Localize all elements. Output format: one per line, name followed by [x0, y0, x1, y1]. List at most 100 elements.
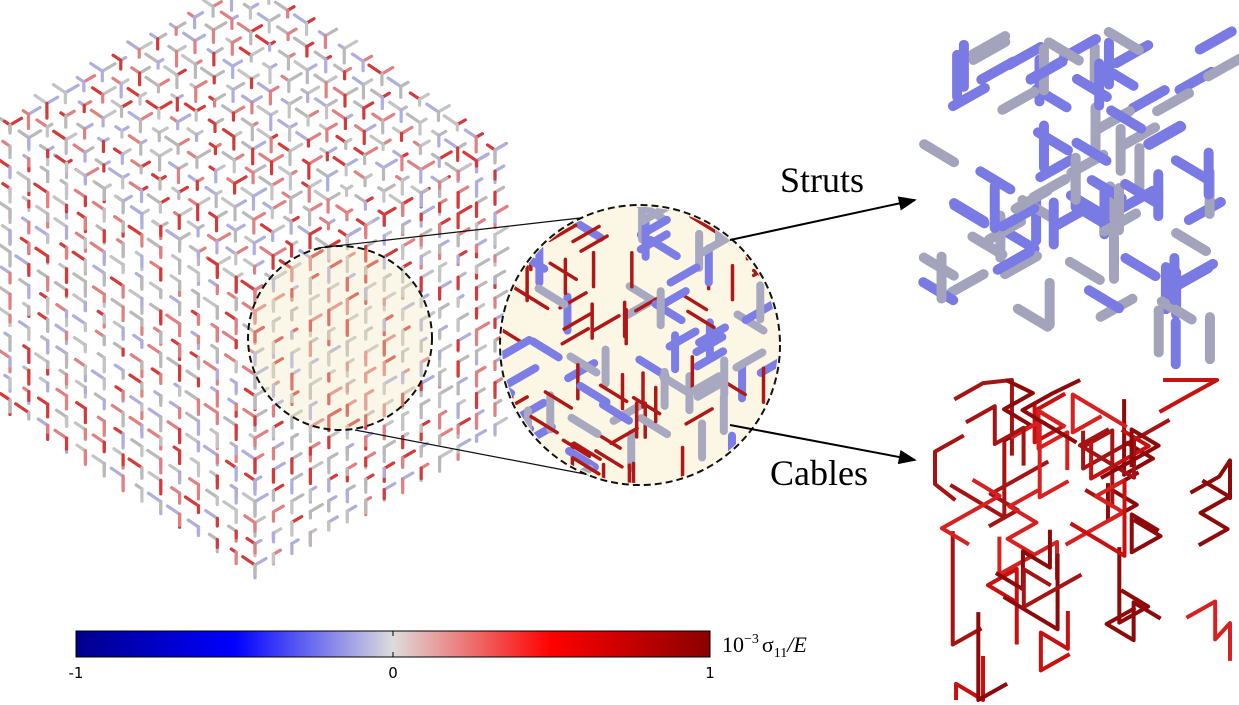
cables-view: [935, 380, 1230, 700]
lattice-member: [289, 74, 301, 81]
lattice-member: [477, 198, 487, 204]
lattice-member: [495, 144, 505, 150]
lattice-member: [373, 114, 383, 121]
lattice-member: [477, 282, 487, 288]
lattice-member: [139, 43, 151, 50]
lattice-member: [318, 170, 328, 177]
lattice-member: [65, 85, 78, 92]
strut: [981, 62, 1013, 80]
lattice-member: [316, 99, 327, 106]
cable: [1159, 380, 1217, 412]
lattice-member: [223, 332, 236, 341]
lattice-member: [75, 359, 85, 366]
lattice-member: [458, 206, 471, 213]
lattice-member: [111, 257, 123, 265]
lattice-member: [111, 468, 123, 476]
lattice-member: [20, 280, 29, 286]
lattice-member: [131, 355, 142, 362]
lattice-member: [178, 139, 188, 145]
lattice-member: [255, 431, 267, 438]
figure: Struts Cables -101 10−3σ11/E: [0, 0, 1239, 705]
lattice-member: [325, 29, 336, 36]
cable: [616, 189, 642, 205]
lattice-member: [292, 517, 302, 523]
lattice-member: [197, 151, 210, 158]
cable: [1186, 602, 1230, 661]
lattice-member: [242, 281, 255, 290]
lattice-member: [315, 52, 326, 59]
lattice-member: [279, 51, 288, 57]
tick-label: -1: [69, 664, 84, 682]
lattice-member: [296, 109, 308, 117]
lattice-member: [184, 33, 195, 41]
lattice-member: [207, 490, 218, 497]
lattice-member: [160, 149, 172, 156]
lattice-member: [403, 240, 414, 246]
lattice-member: [56, 156, 66, 163]
lattice-member: [292, 474, 302, 480]
lattice-member: [440, 429, 452, 436]
cable: [1038, 411, 1067, 470]
lattice-member: [38, 398, 47, 404]
lattice-member: [73, 316, 85, 324]
lattice-member: [310, 463, 321, 470]
lattice-member: [310, 505, 322, 512]
lattice-member: [495, 227, 507, 234]
lattice-member: [297, 133, 309, 141]
lattice-member: [36, 227, 48, 235]
lattice-member: [56, 325, 66, 332]
lattice-member: [76, 233, 85, 239]
lattice-member: [0, 287, 10, 294]
lattice-member: [178, 115, 190, 122]
lattice-member: [243, 494, 255, 502]
lattice-member: [131, 397, 142, 405]
lattice-member: [54, 197, 66, 205]
lattice-member: [371, 136, 383, 144]
lattice-member: [384, 208, 395, 214]
lattice-member: [28, 107, 40, 114]
lattice-member: [168, 358, 180, 366]
lattice-member: [261, 248, 273, 256]
lattice-member: [55, 430, 67, 438]
lattice-member: [102, 64, 115, 71]
lattice-member: [409, 161, 421, 169]
lattice-member: [180, 234, 190, 240]
lattice-member: [275, 2, 287, 10]
lattice-member: [77, 381, 86, 387]
cable: [988, 569, 1017, 645]
lattice-member: [345, 89, 357, 96]
lattice-member: [224, 502, 236, 510]
strut: [1002, 92, 1034, 110]
cable: [1199, 480, 1230, 545]
lattice-member: [75, 423, 85, 430]
lattice-member: [291, 192, 302, 198]
lattice-member: [148, 450, 161, 459]
lattice-member: [225, 418, 236, 426]
lattice-member: [214, 72, 223, 77]
lattice-member: [495, 271, 505, 277]
lattice-member: [440, 450, 452, 457]
lattice-member: [73, 252, 85, 260]
lattice-member: [54, 131, 66, 139]
lattice-member: [227, 248, 236, 254]
lattice-member: [272, 202, 285, 209]
lattice-member: [167, 315, 180, 324]
lattice-member: [57, 389, 67, 395]
lattice-member: [308, 111, 317, 117]
lattice-member: [146, 54, 158, 62]
lattice-member: [92, 371, 104, 379]
lattice-member: [427, 104, 439, 112]
lattice-member: [458, 164, 471, 171]
lattice-member: [205, 405, 217, 413]
strut: [1070, 262, 1100, 280]
strut: [729, 194, 755, 210]
lattice-member: [223, 130, 233, 137]
lattice-member: [130, 290, 142, 298]
lattice-member: [384, 250, 396, 257]
lattice-member: [242, 188, 254, 196]
lattice-member: [226, 313, 236, 320]
lattice-member: [151, 304, 161, 311]
lattice-member: [464, 152, 477, 161]
lattice-member: [74, 295, 86, 303]
lattice-member: [355, 172, 365, 179]
